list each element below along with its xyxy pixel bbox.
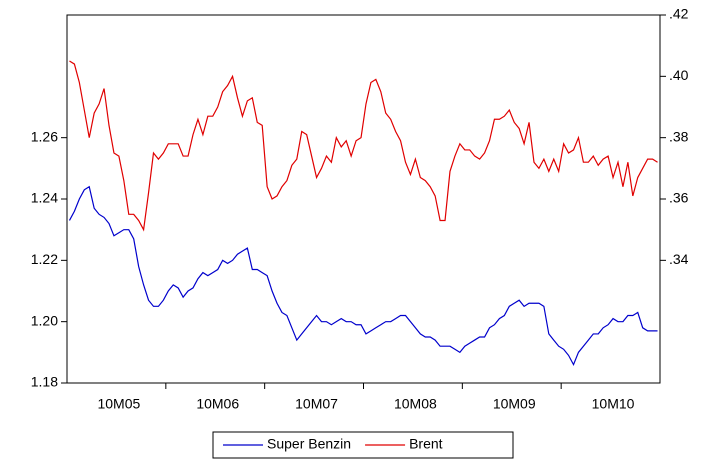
legend-label: Brent bbox=[409, 436, 443, 452]
y2-tick-label: .34 bbox=[669, 251, 689, 267]
x-tick-label: 10M08 bbox=[394, 396, 437, 412]
y2-tick-label: .42 bbox=[669, 6, 689, 22]
y-tick-label: 1.20 bbox=[31, 312, 58, 328]
x-tick-label: 10M07 bbox=[295, 396, 338, 412]
x-tick-label: 10M10 bbox=[592, 396, 635, 412]
y-tick-label: 1.18 bbox=[31, 374, 58, 390]
plot-frame bbox=[66, 14, 661, 384]
y2-tick-label: .40 bbox=[669, 67, 689, 83]
y-tick-label: 1.22 bbox=[31, 251, 58, 267]
legend-label: Super Benzin bbox=[267, 436, 351, 452]
y-tick-label: 1.24 bbox=[31, 190, 58, 206]
x-tick-label: 10M09 bbox=[493, 396, 536, 412]
y-tick-label: 1.26 bbox=[31, 128, 58, 144]
series-line bbox=[69, 60, 658, 232]
y2-tick-label: .38 bbox=[669, 128, 689, 144]
series-line bbox=[68, 185, 658, 367]
x-tick-label: 10M06 bbox=[196, 396, 239, 412]
x-tick-label: 10M05 bbox=[97, 396, 140, 412]
y2-tick-label: .36 bbox=[669, 190, 689, 206]
